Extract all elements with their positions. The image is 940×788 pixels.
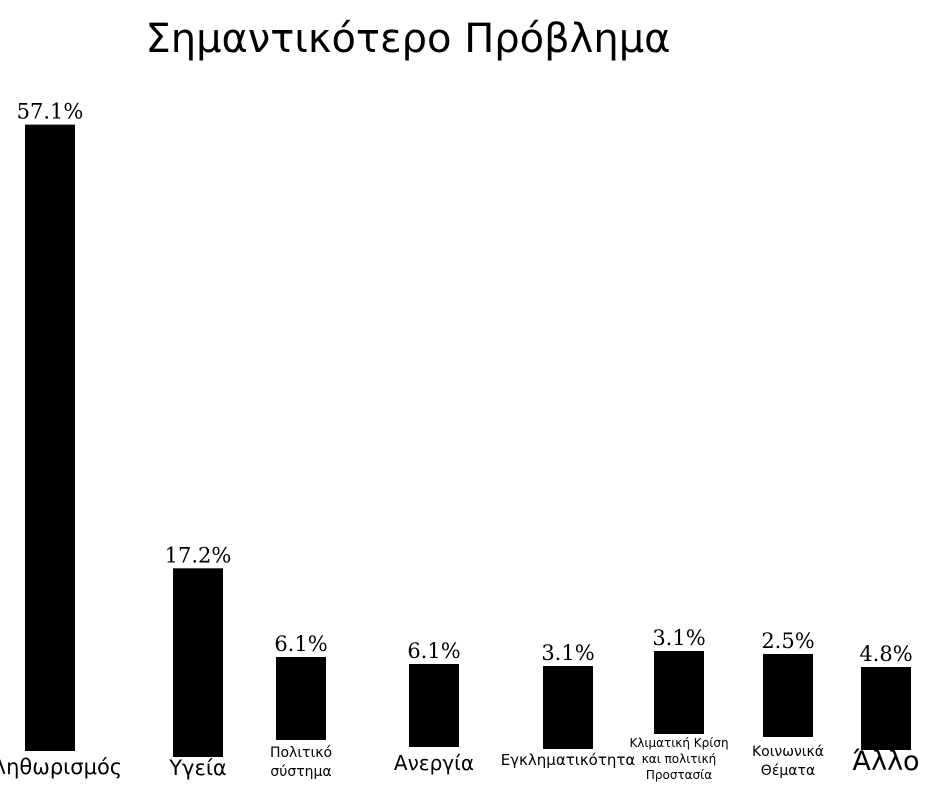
value-label-5: 3.1% <box>541 641 594 665</box>
category-label-3: Πολιτικό σύστημα <box>270 745 332 780</box>
value-label-3: 6.1% <box>274 632 327 656</box>
chart-title: Σημαντικότερο Πρόβλημα <box>145 16 670 62</box>
category-label-2: Υγεία <box>168 756 227 780</box>
bars <box>25 124 911 757</box>
value-label-7: 2.5% <box>761 629 814 653</box>
category-label-5: Εγκληματικότητα <box>501 751 636 769</box>
bar-7 <box>763 654 813 737</box>
bar-1 <box>25 124 75 752</box>
category-label-1: Πληθωρισμός <box>0 755 122 779</box>
value-labels: 57.1% 17.2% 6.1% 6.1% 3.1% 3.1% 2.5% 4.8% <box>17 100 913 666</box>
category-label-8: Άλλο <box>852 746 919 777</box>
bar-2 <box>173 568 223 757</box>
bar-6 <box>654 651 704 734</box>
value-label-6: 3.1% <box>652 626 705 650</box>
category-label-6: Κλιματική Κρίση και πολιτική Προστασία <box>629 736 728 782</box>
category-label-4: Ανεργία <box>394 751 474 775</box>
value-label-4: 6.1% <box>407 639 460 663</box>
bar-4 <box>409 664 459 747</box>
bar-3 <box>276 657 326 740</box>
value-label-8: 4.8% <box>859 642 912 666</box>
bar-5 <box>543 666 593 749</box>
category-label-7: Κοινωνικά Θέματα <box>752 744 824 779</box>
value-label-2: 17.2% <box>165 543 232 567</box>
bar-8 <box>861 667 911 750</box>
value-label-1: 57.1% <box>17 100 84 124</box>
